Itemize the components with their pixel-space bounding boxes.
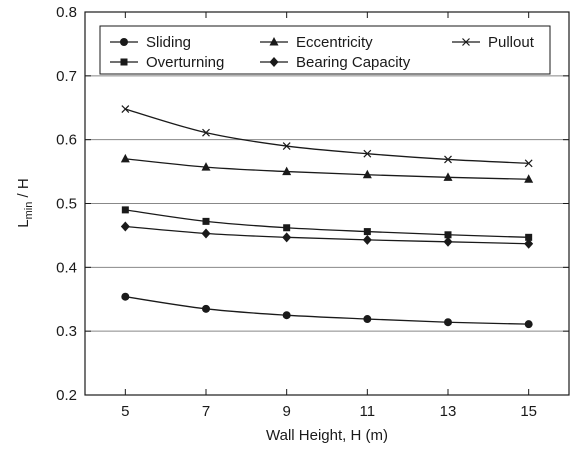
x-tick-label: 9 [282, 403, 290, 420]
x-tick-label: 7 [202, 403, 210, 420]
x-tick-label: 15 [520, 403, 537, 420]
data-point-bearing-capacity [362, 234, 372, 245]
legend-box [99, 25, 551, 75]
legend-marker-bearing-capacity [269, 57, 279, 67]
x-axis-label: Wall Height, H (m) [266, 427, 388, 444]
legend-marker-overturning [120, 58, 128, 66]
data-point-sliding [202, 304, 210, 313]
series-line-eccentricity [125, 158, 529, 180]
y-tick-label: 0.3 [56, 323, 77, 340]
data-point-eccentricity [443, 172, 453, 181]
data-point-sliding [524, 320, 533, 329]
y-axis-label: Lmin / H [15, 178, 35, 227]
data-point-eccentricity [120, 153, 130, 163]
data-point-bearing-capacity [201, 228, 211, 239]
y-tick-label: 0.5 [56, 196, 77, 213]
legend-label-bearing-capacity: Bearing Capacity [296, 54, 411, 71]
legend-label-eccentricity: Eccentricity [296, 34, 373, 51]
legend-marker-eccentricity [269, 37, 279, 46]
legend-marker-sliding [120, 38, 128, 46]
data-point-overturning [525, 233, 533, 241]
legend-marker-pullout [462, 38, 470, 46]
data-point-eccentricity [362, 169, 372, 179]
data-point-pullout [202, 128, 210, 137]
y-axis-ticks: 0.2 0.3 0.4 0.5 0.6 0.7 0.8 [56, 4, 569, 404]
legend-label-sliding: Sliding [146, 34, 191, 51]
y-tick-label: 0.4 [56, 259, 77, 276]
data-point-sliding [282, 311, 291, 320]
grid-lines [85, 75, 569, 332]
data-point-pullout [282, 142, 291, 150]
y-tick-label: 0.8 [56, 4, 77, 21]
data-point-pullout [363, 149, 372, 158]
data-point-bearing-capacity [282, 232, 292, 243]
data-point-sliding [121, 292, 130, 301]
data-point-pullout [524, 159, 533, 168]
data-point-eccentricity [524, 174, 534, 183]
series-line-pullout [125, 108, 529, 164]
data-point-overturning [283, 224, 291, 232]
data-point-eccentricity [201, 162, 211, 171]
data-point-bearing-capacity [524, 238, 534, 249]
data-point-overturning [363, 228, 371, 236]
data-point-bearing-capacity [443, 236, 453, 247]
data-point-pullout [444, 155, 452, 164]
series-line-bearing-capacity [125, 225, 529, 245]
series-line-sliding [125, 296, 529, 325]
x-tick-label: 11 [360, 403, 376, 420]
y-tick-label: 0.6 [56, 132, 77, 149]
data-point-bearing-capacity [120, 221, 130, 232]
legend-label-overturning: Overturning [146, 54, 224, 71]
series-lines [125, 108, 529, 325]
series-markers [120, 105, 534, 329]
x-tick-label: 5 [121, 403, 129, 420]
data-point-sliding [444, 318, 452, 327]
x-tick-label: 13 [440, 403, 457, 420]
data-point-sliding [363, 315, 372, 324]
y-tick-label: 0.2 [56, 387, 77, 404]
series-line-overturning [125, 209, 529, 238]
data-point-pullout [121, 105, 130, 113]
x-axis-ticks: 5 7 9 11 13 15 [121, 12, 537, 420]
data-point-overturning [121, 206, 129, 214]
data-point-eccentricity [282, 166, 292, 176]
data-point-overturning [444, 231, 452, 239]
data-point-overturning [202, 217, 210, 225]
legend-label-pullout: Pullout [488, 34, 535, 51]
legend: Sliding Eccentricity Pullout Overturning Bea… [99, 25, 551, 75]
y-tick-label: 0.7 [56, 68, 77, 85]
